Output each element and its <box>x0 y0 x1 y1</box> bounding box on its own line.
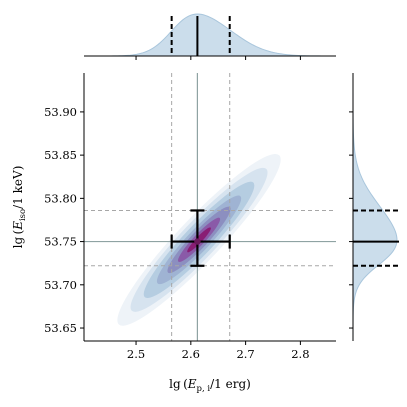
y-tick-label: 53.75 <box>44 235 77 249</box>
y-tick-label: 53.65 <box>44 321 77 335</box>
main-panel: 2.5 2.6 2.7 2.8 53.65 53.70 53.75 53.80 53.85 53.… <box>44 73 336 361</box>
y-tick-label: 53.80 <box>44 191 77 205</box>
top-marginal-density <box>84 14 336 56</box>
point-estimate <box>194 238 201 245</box>
y-tick-label: 53.85 <box>44 148 77 162</box>
x-axis-label: lg (Ep, i/1 erg) <box>169 377 251 394</box>
axis-labels: lg (Ep, i/1 erg) lg (Eiso/1 keV) <box>11 166 251 394</box>
credible-guides <box>84 73 336 341</box>
x-tick-label: 2.5 <box>127 347 145 361</box>
y-tick-label: 53.90 <box>44 105 77 119</box>
right-marginal-density <box>353 73 397 341</box>
x-tick-label: 2.7 <box>236 347 254 361</box>
y-tick-label: 53.70 <box>44 278 77 292</box>
error-bar-group <box>170 209 231 267</box>
top-marginal-panel <box>84 13 337 60</box>
y-axis-label: lg (Eiso/1 keV) <box>11 166 28 249</box>
x-tick-label: 2.6 <box>182 347 200 361</box>
x-tick-label: 2.8 <box>291 347 309 361</box>
axes: 2.5 2.6 2.7 2.8 53.65 53.70 53.75 53.80 53.85 53.… <box>44 73 336 361</box>
right-marginal-panel <box>349 73 399 341</box>
